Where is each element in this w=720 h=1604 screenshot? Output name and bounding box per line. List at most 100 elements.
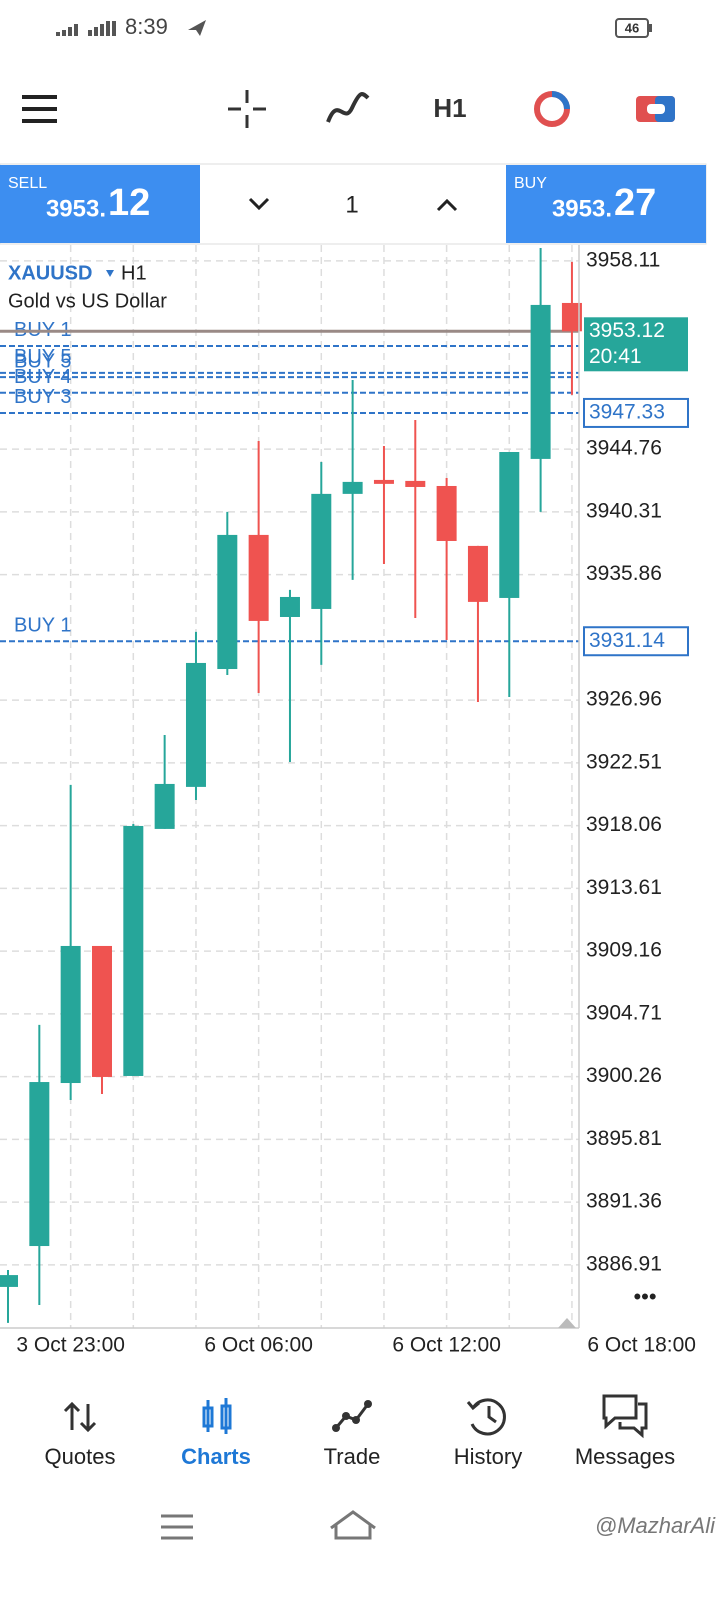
chart-timeframe: H1 <box>121 262 147 284</box>
nav-item[interactable]: Charts <box>181 1444 251 1469</box>
buy-price-prefix: 3953. <box>552 195 612 222</box>
volume[interactable]: 1 <box>345 191 358 218</box>
order-price-label: 3947.33 <box>589 400 665 423</box>
y-tick-label: 3935.86 <box>586 562 662 585</box>
candle-body <box>530 304 551 459</box>
battery-level: 46 <box>625 20 639 35</box>
candle-body <box>279 596 300 617</box>
battery <box>615 18 649 38</box>
scroll-marker <box>558 1318 576 1328</box>
order-price-tag <box>583 626 689 657</box>
more-button[interactable]: ••• <box>633 1284 656 1309</box>
candle-body <box>91 945 112 1077</box>
home-button[interactable] <box>330 1510 376 1540</box>
clock: 8:39 <box>125 14 168 39</box>
candle-body <box>561 302 582 332</box>
nav-item[interactable]: Trade <box>324 1444 381 1469</box>
order-label: BUY 5 <box>14 346 71 368</box>
order-label: BUY 4 <box>14 366 71 388</box>
y-tick-label: 3944.76 <box>586 437 662 460</box>
order-label: BUY 3 <box>14 386 71 408</box>
buy-button[interactable] <box>506 165 706 243</box>
candles <box>0 247 582 1323</box>
order-label: BUY 1 <box>14 615 71 637</box>
candle-body <box>0 1275 18 1287</box>
y-tick-label: 3886.91 <box>586 1252 662 1275</box>
trade-panel: SELL 3953. 12 1 BUY 3953. 27 <box>0 163 707 245</box>
objects-button-accent <box>551 91 570 110</box>
y-tick-label: 3958.11 <box>586 248 660 271</box>
bid-price-label: 3953.12 <box>589 319 665 342</box>
buy-label: BUY <box>514 175 547 192</box>
messages-icon <box>602 1394 648 1439</box>
volume-down[interactable] <box>248 197 270 211</box>
sell-button[interactable] <box>0 165 200 243</box>
y-tick-label: 3918.06 <box>586 813 662 836</box>
bottom-nav: Quotes Charts Trade History Messages <box>45 1394 675 1469</box>
y-tick-label: 3909.16 <box>586 939 662 962</box>
bid-price-tag <box>584 317 688 372</box>
volume-up[interactable] <box>436 198 458 212</box>
candle-body <box>342 481 363 494</box>
y-tick-label: 3922.51 <box>586 750 662 773</box>
symbol-dropdown[interactable] <box>106 270 114 277</box>
candle-body <box>467 545 488 602</box>
signal-icon <box>56 21 116 36</box>
system-nav: @MazharAli <box>161 1510 716 1540</box>
order-label: BUY 5 <box>14 350 71 372</box>
chart-bg <box>0 245 720 1362</box>
battery-tip <box>649 24 652 32</box>
candle-body <box>154 783 175 829</box>
indicators-button[interactable] <box>326 92 370 123</box>
sell-price-prefix: 3953. <box>46 195 106 222</box>
candle-body <box>185 662 206 787</box>
bid-timer: 20:41 <box>589 345 642 368</box>
watermark: @MazharAli <box>595 1513 716 1538</box>
sell-price-suffix: 12 <box>108 182 150 224</box>
y-tick-label: 3891.36 <box>586 1190 662 1213</box>
trade-button-inner <box>647 104 665 114</box>
y-tick-label: 3926.96 <box>586 688 662 711</box>
menu-button[interactable] <box>22 95 57 123</box>
y-tick-label: 3940.31 <box>586 499 662 522</box>
grid <box>0 245 579 1328</box>
y-tick-label: 3913.61 <box>586 876 662 899</box>
y-tick-label: 3895.81 <box>586 1127 662 1150</box>
telegram-icon <box>188 20 206 36</box>
nav-item[interactable]: Messages <box>575 1444 675 1469</box>
x-tick-label: 6 Oct 12:00 <box>392 1334 501 1357</box>
symbol[interactable]: XAUUSD <box>8 262 92 284</box>
candle-body <box>499 452 520 598</box>
axes: 3958.11 3944.76 3940.31 3935.86 3926.96 3922.… <box>16 248 696 1356</box>
toolbar: H1 <box>22 90 675 128</box>
status-bar: 8:39 46 <box>56 14 652 39</box>
quotes-icon <box>63 1401 97 1433</box>
candle-body <box>248 534 269 621</box>
candle-body <box>436 485 457 541</box>
candle-body <box>29 1082 50 1247</box>
history-icon <box>466 1398 506 1436</box>
candle-body <box>217 534 238 670</box>
candle-body <box>123 825 144 1076</box>
x-tick-label: 6 Oct 06:00 <box>204 1334 313 1357</box>
nav-item[interactable]: Quotes <box>45 1444 116 1469</box>
buy-price-suffix: 27 <box>614 182 656 224</box>
y-tick-label: 3904.71 <box>586 1001 662 1024</box>
nav-item[interactable]: History <box>454 1444 522 1469</box>
crosshair-button[interactable] <box>228 90 266 128</box>
candle-body <box>60 945 81 1084</box>
y-tick-label: 3900.26 <box>586 1064 662 1087</box>
candle-body <box>311 493 332 609</box>
symbol-description: Gold vs US Dollar <box>8 290 167 312</box>
timeframe-button[interactable]: H1 <box>433 93 466 123</box>
x-tick-label: 6 Oct 18:00 <box>587 1334 696 1357</box>
sell-label: SELL <box>8 175 47 192</box>
recents-button[interactable] <box>161 1514 193 1540</box>
charts-icon <box>202 1398 232 1434</box>
x-tick-label: 3 Oct 23:00 <box>16 1334 125 1357</box>
order-price-label: 3931.14 <box>589 629 665 652</box>
order-price-tag <box>583 397 689 428</box>
